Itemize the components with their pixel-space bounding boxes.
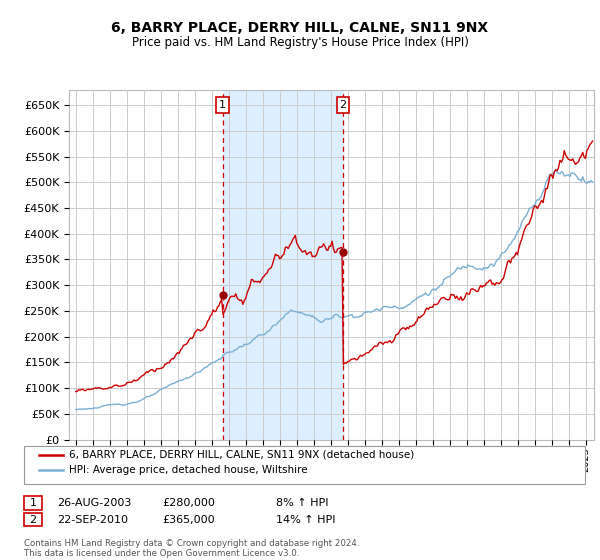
Text: Contains HM Land Registry data © Crown copyright and database right 2024.
This d: Contains HM Land Registry data © Crown c…: [24, 539, 359, 558]
Text: 8% ↑ HPI: 8% ↑ HPI: [276, 498, 329, 508]
Text: 14% ↑ HPI: 14% ↑ HPI: [276, 515, 335, 525]
Text: 22-SEP-2010: 22-SEP-2010: [57, 515, 128, 525]
Text: 26-AUG-2003: 26-AUG-2003: [57, 498, 131, 508]
Text: HPI: Average price, detached house, Wiltshire: HPI: Average price, detached house, Wilt…: [69, 465, 308, 475]
Text: £365,000: £365,000: [162, 515, 215, 525]
Text: 1: 1: [219, 100, 226, 110]
Text: 2: 2: [340, 100, 346, 110]
Text: 2: 2: [29, 515, 37, 525]
Text: 6, BARRY PLACE, DERRY HILL, CALNE, SN11 9NX (detached house): 6, BARRY PLACE, DERRY HILL, CALNE, SN11 …: [69, 450, 414, 460]
Text: £280,000: £280,000: [162, 498, 215, 508]
Text: 6, BARRY PLACE, DERRY HILL, CALNE, SN11 9NX: 6, BARRY PLACE, DERRY HILL, CALNE, SN11 …: [112, 21, 488, 35]
Bar: [223, 90, 343, 440]
Text: Price paid vs. HM Land Registry's House Price Index (HPI): Price paid vs. HM Land Registry's House …: [131, 36, 469, 49]
Text: 1: 1: [29, 498, 37, 508]
